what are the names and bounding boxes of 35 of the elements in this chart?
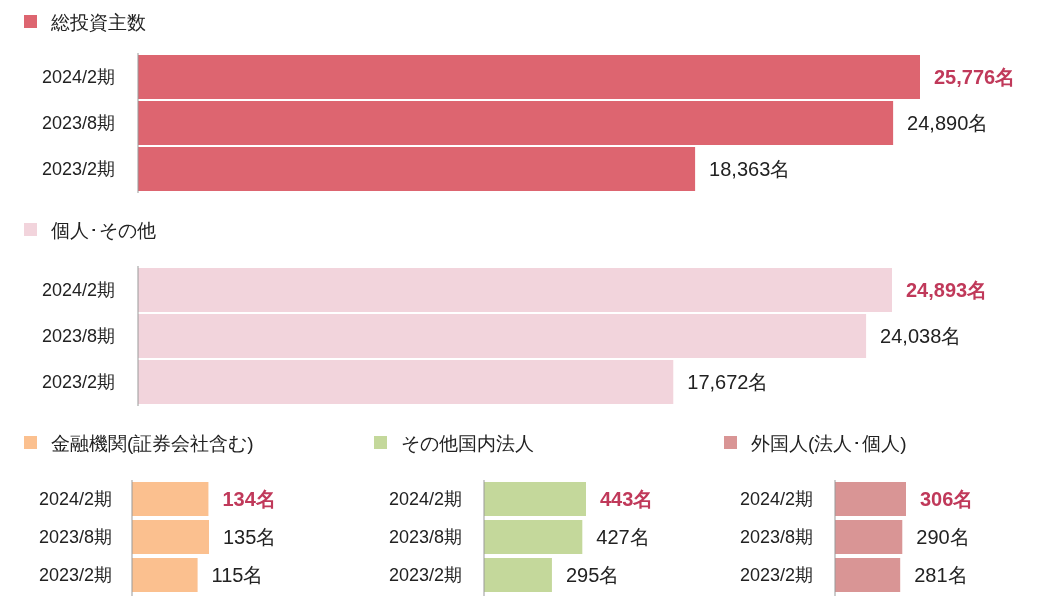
data-label: 24,038名 (880, 325, 962, 347)
data-label: 115名 (211, 564, 264, 586)
data-label: 17,672名 (687, 371, 769, 393)
y-tick-label: 2024/2期 (41, 67, 115, 87)
y-tick-label: 2023/8期 (739, 527, 813, 547)
y-tick-label: 2024/2期 (38, 489, 112, 509)
y-tick-label: 2023/2期 (739, 565, 813, 585)
data-label: 134名 (222, 488, 276, 510)
legend-label: 個人･その他 (51, 220, 156, 241)
data-label: 135名 (223, 526, 277, 548)
y-tick-label: 2023/2期 (38, 565, 112, 585)
legend-label: 金融機関(証券会社含む) (51, 433, 254, 454)
y-tick-label: 2023/8期 (38, 527, 112, 547)
data-label: 25,776名 (934, 66, 1016, 88)
legend-label: 総投資主数 (50, 12, 146, 33)
y-tick-label: 2023/2期 (41, 372, 115, 392)
data-label: 281名 (914, 564, 968, 586)
legend-label: その他国内法人 (401, 433, 534, 454)
data-label: 24,890名 (907, 112, 989, 134)
y-tick-label: 2023/8期 (41, 326, 115, 346)
data-label: 295名 (565, 564, 620, 586)
y-tick-label: 2023/8期 (388, 527, 462, 547)
data-label: 427名 (596, 526, 650, 548)
y-tick-label: 2023/8期 (41, 113, 115, 133)
y-tick-label: 2024/2期 (739, 489, 813, 509)
legend-label: 外国人(法人･個人) (751, 433, 907, 454)
data-label: 24,893名 (906, 279, 988, 301)
data-label: 443名 (600, 488, 654, 510)
y-tick-label: 2023/2期 (388, 565, 462, 585)
y-tick-label: 2024/2期 (41, 280, 115, 300)
y-tick-label: 2024/2期 (388, 489, 462, 509)
data-label: 306名 (920, 488, 974, 510)
data-label: 290名 (916, 526, 970, 548)
y-tick-label: 2023/2期 (41, 159, 115, 179)
data-label: 18,363名 (709, 158, 791, 180)
